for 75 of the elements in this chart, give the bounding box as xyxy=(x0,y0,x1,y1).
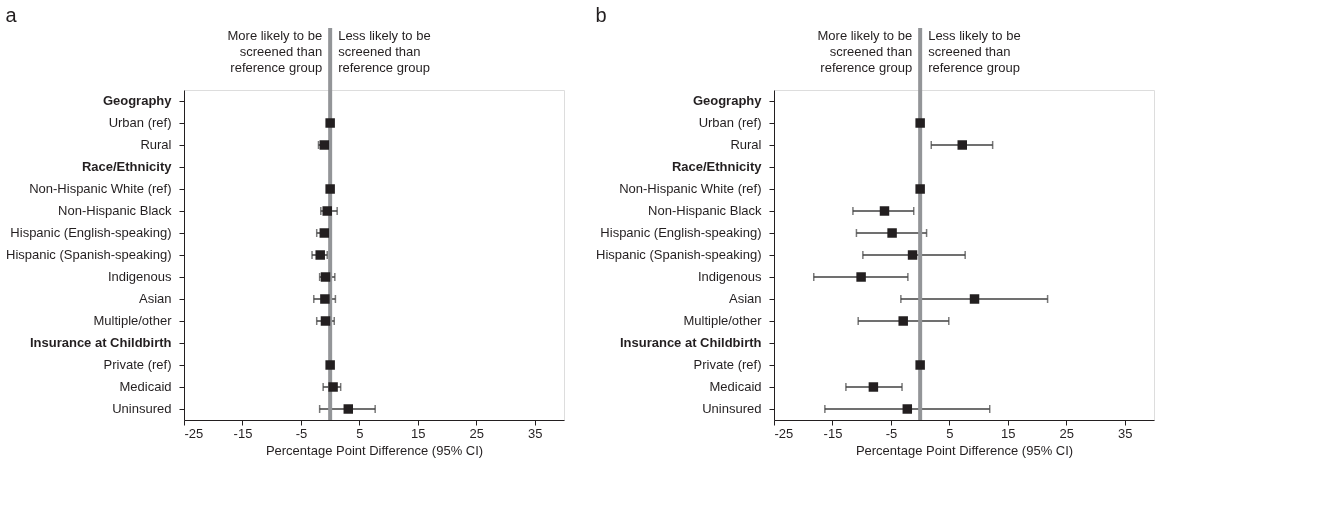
y-tick-label: Multiple/other xyxy=(93,313,173,328)
y-tick-label: Multiple/other xyxy=(683,313,763,328)
y-tick-label: Urban (ref) xyxy=(108,115,172,130)
point xyxy=(887,228,897,238)
y-tick-label: Insurance at Childbirth xyxy=(619,335,762,350)
y-tick-label: Geography xyxy=(102,93,173,108)
x-tick-label: 25 xyxy=(1059,425,1075,441)
y-tick-label: Medicaid xyxy=(119,379,172,394)
y-tick-label: Uninsured xyxy=(702,401,762,416)
text: a xyxy=(5,4,18,26)
x-tick-label: -25 xyxy=(184,425,204,441)
point xyxy=(320,294,330,304)
y-tick-label: Race/Ethnicity xyxy=(671,159,763,174)
point xyxy=(915,360,925,370)
y-tick-label: Hispanic (Spanish-speaking) xyxy=(6,247,172,262)
y-tick-label: Indigenous xyxy=(697,269,762,284)
y-tick-label: Rural xyxy=(140,137,172,152)
point xyxy=(915,184,925,194)
y-tick-label: Rural xyxy=(730,137,762,152)
y-tick-label: Asian xyxy=(138,291,172,306)
y-tick-label: Geography xyxy=(692,93,763,108)
x-tick-label: 15 xyxy=(1001,425,1016,441)
y-tick-label: Non-Hispanic White (ref) xyxy=(619,181,762,196)
point xyxy=(325,360,335,370)
x-tick-label: -5 xyxy=(885,425,898,441)
point xyxy=(325,118,335,128)
point xyxy=(969,294,980,304)
text: b xyxy=(595,4,607,26)
x-tick-label: 5 xyxy=(946,425,954,441)
y-tick-label: Private (ref) xyxy=(693,357,762,372)
y-tick-label: Non-Hispanic White (ref) xyxy=(29,181,172,196)
point xyxy=(328,382,338,392)
text: Less likely to be screened than reference group xyxy=(338,28,431,75)
x-tick-label: -15 xyxy=(823,425,843,441)
x-axis-title: Percentage Point Difference (95% CI) xyxy=(265,442,484,458)
point xyxy=(319,228,330,238)
point xyxy=(325,184,335,194)
point xyxy=(868,382,879,392)
point xyxy=(898,316,908,326)
y-tick-label: Insurance at Childbirth xyxy=(29,335,172,350)
point xyxy=(879,206,890,216)
text: More likely to be screened than reference group xyxy=(817,28,913,75)
x-tick-label: 35 xyxy=(1118,425,1133,441)
point xyxy=(856,272,866,282)
y-tick-label: Private (ref) xyxy=(103,357,172,372)
point xyxy=(902,404,913,414)
x-axis-title: Percentage Point Difference (95% CI) xyxy=(855,442,1074,458)
point xyxy=(915,118,925,128)
y-tick-label: Indigenous xyxy=(107,269,172,284)
y-tick-label: Hispanic (English-speaking) xyxy=(10,225,172,240)
y-tick-label: Race/Ethnicity xyxy=(81,159,173,174)
text: More likely to be screened than reference group xyxy=(227,28,323,75)
point xyxy=(907,250,918,260)
y-tick-label: Medicaid xyxy=(709,379,762,394)
y-tick-label: Urban (ref) xyxy=(698,115,762,130)
y-tick-label: Non-Hispanic Black xyxy=(648,203,762,218)
text: Less likely to be screened than reference group xyxy=(928,28,1021,75)
y-tick-label: Uninsured xyxy=(112,401,172,416)
x-tick-label: 25 xyxy=(469,425,485,441)
point xyxy=(320,316,331,326)
point xyxy=(315,250,325,260)
y-tick-label: Non-Hispanic Black xyxy=(58,203,172,218)
x-tick-label: 35 xyxy=(528,425,543,441)
point xyxy=(957,140,967,150)
x-tick-label: -15 xyxy=(233,425,253,441)
point xyxy=(343,404,354,414)
point xyxy=(322,206,332,216)
x-tick-label: -5 xyxy=(295,425,308,441)
x-tick-label: 5 xyxy=(356,425,364,441)
x-tick-label: -25 xyxy=(774,425,794,441)
point xyxy=(320,272,331,282)
y-tick-label: Hispanic (English-speaking) xyxy=(600,225,762,240)
y-tick-label: Asian xyxy=(728,291,762,306)
x-tick-label: 15 xyxy=(411,425,426,441)
y-tick-label: Hispanic (Spanish-speaking) xyxy=(596,247,762,262)
